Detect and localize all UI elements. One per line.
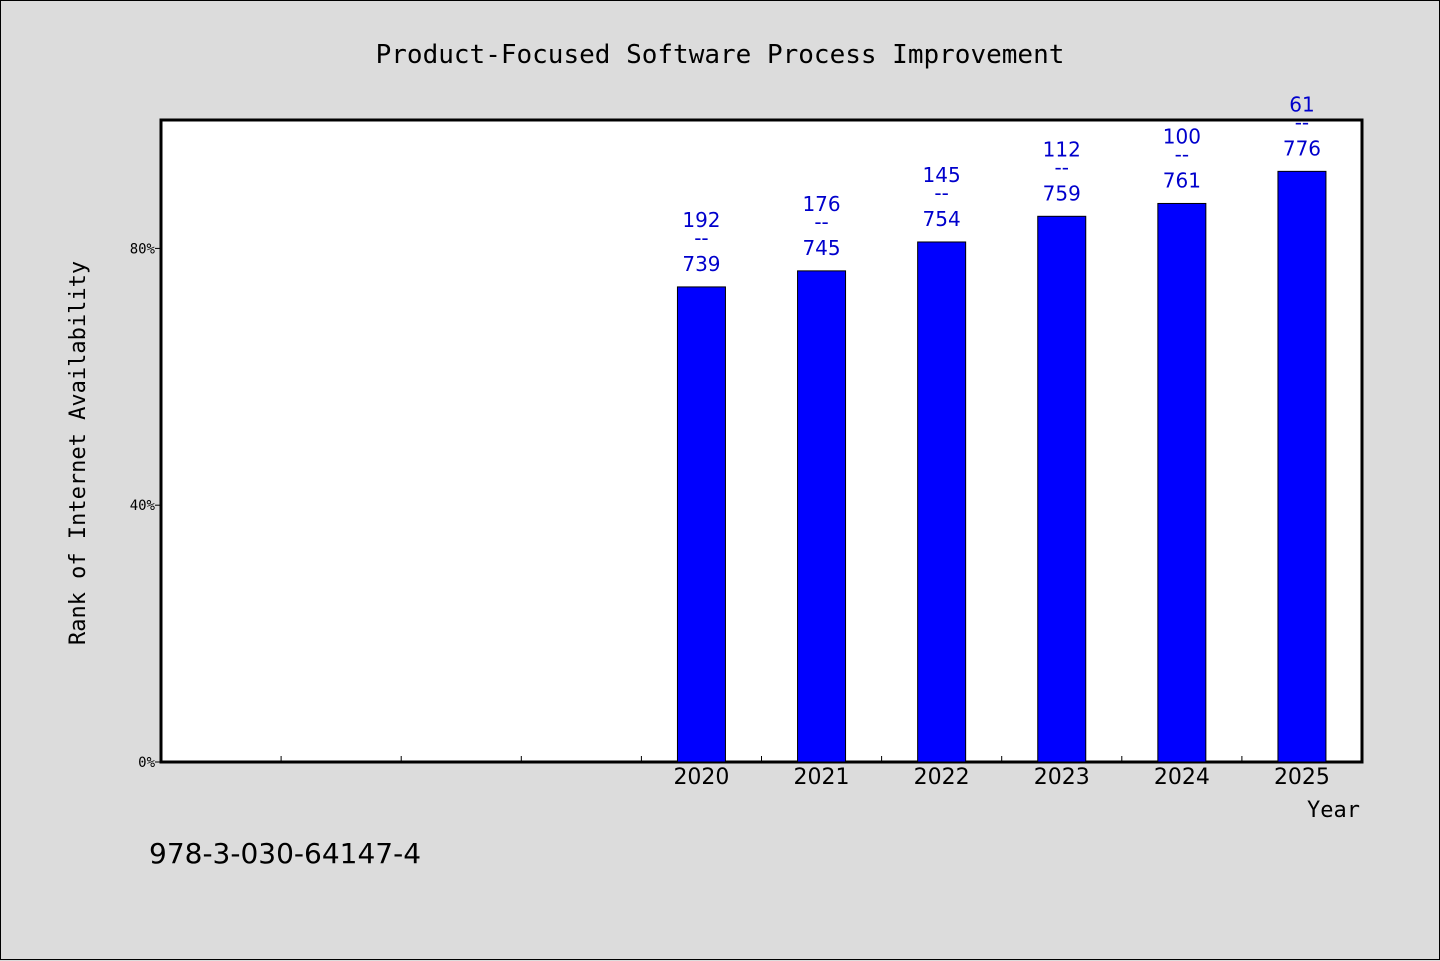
bar [797, 270, 847, 763]
bar-label-separator: -- [814, 210, 828, 234]
y-axis: 0% 40% 80% [130, 241, 161, 771]
bar-label: 145--754 [923, 163, 961, 231]
bar-label-bottom: 745 [802, 236, 840, 260]
x-tick-label: 2022 [914, 765, 970, 790]
bar-label: 112--759 [1043, 137, 1081, 205]
bar-label-top: 145 [923, 163, 961, 187]
bar-label-separator: -- [1295, 110, 1309, 134]
chart-title: Product-Focused Software Process Improve… [376, 40, 1065, 70]
x-axis: 2020 2021 2022 2023 2024 2025 [280, 756, 1330, 790]
bar-label: 100--761 [1163, 124, 1201, 192]
bar-label-separator: -- [1175, 142, 1189, 166]
bar [1157, 202, 1207, 763]
bar-label-top: 176 [802, 192, 840, 216]
y-tick-label: 0% [138, 755, 155, 771]
y-tick-label: 40% [130, 498, 156, 514]
bar [1277, 170, 1327, 763]
bar-label-bottom: 761 [1163, 168, 1201, 192]
y-axis-title: Rank of Internet Availability [66, 261, 91, 645]
bar-label: 61--776 [1283, 92, 1321, 160]
bar-label-top: 61 [1289, 92, 1314, 116]
bar-label-bottom: 754 [923, 207, 961, 231]
bar-label-separator: -- [694, 226, 708, 250]
footer-note: 978-3-030-64147-4 [149, 837, 421, 870]
bar [1037, 215, 1087, 763]
bar [917, 241, 967, 763]
bar-label-separator: -- [934, 181, 948, 205]
y-tick-label: 80% [130, 241, 156, 257]
bar-label: 192--739 [682, 208, 720, 276]
bar-label-separator: -- [1055, 155, 1069, 179]
x-tick-label: 2025 [1274, 765, 1330, 790]
x-tick-label: 2021 [794, 765, 850, 790]
x-tick-label: 2024 [1154, 765, 1210, 790]
bar-label: 176--745 [802, 192, 840, 260]
bar-label-top: 112 [1043, 137, 1081, 161]
bar [676, 286, 726, 763]
bar-label-bottom: 776 [1283, 136, 1321, 160]
bar-series [676, 170, 1327, 763]
bar-label-bottom: 739 [682, 252, 720, 276]
x-tick-label: 2020 [673, 765, 729, 790]
bar-label-bottom: 759 [1043, 181, 1081, 205]
x-tick-label: 2023 [1034, 765, 1090, 790]
bar-label-top: 192 [682, 208, 720, 232]
bar-label-top: 100 [1163, 124, 1201, 148]
x-axis-title: Year [1307, 798, 1360, 823]
bar-labels: 192--739176--745145--754112--759100--761… [682, 92, 1321, 276]
